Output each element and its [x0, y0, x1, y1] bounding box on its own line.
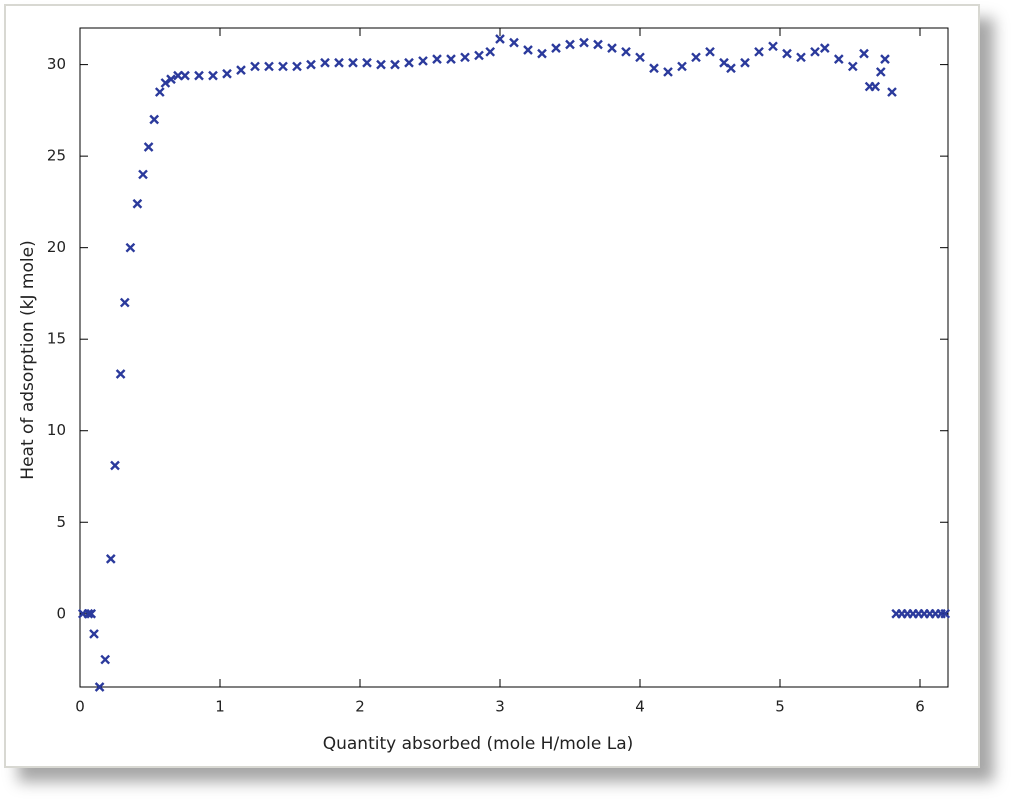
data-point: [143, 142, 154, 152]
data-point: [819, 43, 830, 53]
data-point: [768, 41, 778, 52]
data-point: [180, 70, 190, 81]
data-point: [565, 39, 575, 50]
x-tick-label: 2: [355, 698, 365, 716]
data-point: [875, 67, 886, 77]
data-point: [859, 48, 869, 59]
data-point: [418, 56, 428, 66]
data-point: [362, 57, 372, 68]
y-tick-label: 10: [47, 421, 66, 439]
data-point: [460, 52, 470, 63]
data-point: [474, 50, 484, 61]
data-point: [222, 68, 232, 79]
data-point: [635, 52, 645, 63]
data-point: [796, 52, 806, 63]
data-point: [160, 78, 171, 88]
data-point: [115, 369, 126, 379]
data-point: [348, 57, 358, 68]
data-point: [847, 61, 858, 72]
data-point: [100, 654, 111, 665]
data-point: [138, 169, 148, 180]
data-point: [446, 54, 456, 64]
x-axis-label: Quantity absorbed (mole H/mole La): [323, 734, 634, 754]
data-point: [89, 629, 99, 639]
data-point: [149, 114, 160, 125]
data-point: [86, 608, 97, 619]
data-point: [208, 70, 218, 81]
data-point: [649, 63, 659, 74]
x-tick-label: 0: [75, 698, 85, 716]
x-tick-label: 4: [635, 698, 645, 716]
data-point: [691, 52, 701, 63]
data-point: [154, 87, 165, 97]
data-point: [432, 54, 442, 64]
figure-card: [4, 4, 980, 768]
data-point: [754, 46, 764, 57]
data-point: [607, 43, 617, 53]
data-point: [880, 54, 890, 64]
data-point: [119, 297, 130, 308]
data-point: [523, 45, 533, 55]
data-point: [726, 63, 736, 74]
data-point: [105, 554, 116, 564]
data-point: [110, 460, 120, 471]
data-point: [390, 59, 400, 70]
y-axis-label: Heat of adsorption (kJ mole): [18, 240, 38, 479]
data-point: [320, 57, 330, 68]
data-point: [663, 67, 673, 77]
data-point: [292, 61, 302, 72]
data-point: [887, 87, 897, 97]
data-point: [194, 70, 204, 81]
data-point: [125, 242, 136, 253]
data-point: [166, 74, 176, 85]
y-tick-label: 20: [47, 238, 66, 256]
data-point: [740, 57, 750, 68]
data-point: [236, 65, 246, 75]
data-point: [278, 61, 288, 72]
y-tick-label: 0: [56, 604, 66, 622]
data-point: [250, 61, 260, 72]
data-point: [509, 37, 519, 48]
data-point: [870, 81, 881, 92]
x-tick-label: 1: [215, 698, 225, 716]
data-point: [551, 43, 561, 53]
data-point: [376, 59, 386, 70]
data-point: [810, 46, 820, 57]
data-point: [264, 61, 274, 72]
data-point: [94, 682, 105, 692]
y-tick-label: 30: [47, 55, 66, 73]
plot-frame: [79, 27, 949, 688]
data-point: [593, 39, 603, 50]
data-point: [334, 57, 344, 68]
data-point: [940, 608, 951, 619]
data-point: [621, 46, 631, 57]
data-point: [677, 61, 687, 72]
y-tick-label: 25: [47, 147, 66, 165]
data-point: [83, 608, 94, 619]
data-point: [782, 48, 792, 59]
data-point: [833, 54, 844, 64]
data-point: [705, 46, 715, 57]
data-point: [495, 34, 505, 44]
x-tick-label: 6: [915, 698, 925, 716]
data-point: [132, 198, 143, 209]
data-point: [485, 46, 496, 57]
y-tick-label: 15: [47, 330, 66, 348]
data-point: [537, 48, 547, 59]
x-tick-label: 5: [775, 698, 785, 716]
data-point: [404, 57, 414, 68]
data-point: [579, 37, 589, 48]
data-point: [306, 59, 316, 70]
x-tick-label: 3: [495, 698, 505, 716]
y-tick-label: 5: [56, 513, 66, 531]
